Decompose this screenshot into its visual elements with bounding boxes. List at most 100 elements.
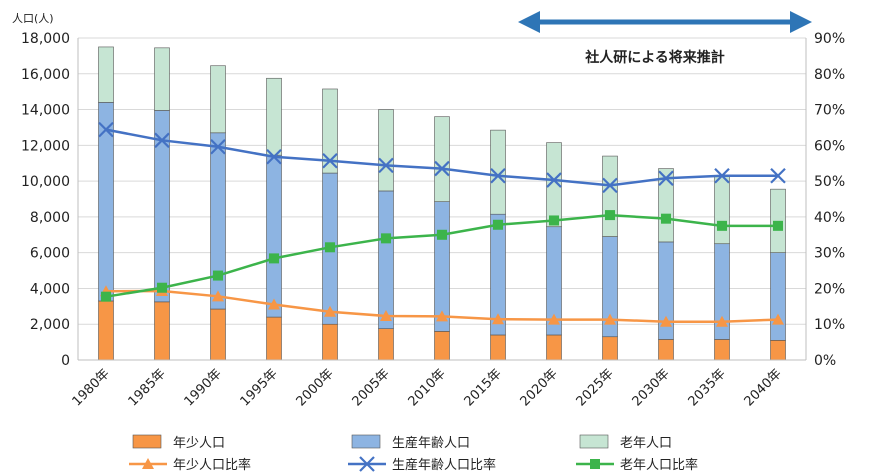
- y-tick-label: 0: [61, 353, 70, 369]
- line-point: [549, 215, 559, 226]
- line-point: [772, 313, 784, 325]
- legend-label: 年少人口比率: [173, 457, 251, 473]
- bar-segment: [770, 340, 786, 361]
- legend-label: 老年人口比率: [620, 457, 698, 473]
- projection-label: 社人研による将来推計: [584, 49, 725, 66]
- y-tick-label: 18,000: [21, 31, 70, 47]
- bar-segment: [602, 155, 618, 237]
- line-point-stroke: [770, 167, 786, 184]
- line-point: [157, 282, 167, 293]
- bar-segment: [490, 129, 506, 215]
- line-point: [268, 298, 280, 310]
- bar-segment: [546, 142, 562, 228]
- x-tick-label: 2025年: [574, 366, 617, 409]
- line-point: [717, 220, 727, 231]
- legend-label: 生産年齢人口: [392, 435, 470, 451]
- y-axis-unit: 人口(人): [12, 12, 54, 25]
- line-point: [658, 170, 674, 187]
- bar-segment: [546, 334, 562, 361]
- line-point: [98, 121, 114, 138]
- line-point: [322, 152, 338, 169]
- line-point: [490, 167, 506, 184]
- x-tick-label: 2040年: [742, 366, 785, 409]
- line-point-stroke: [210, 138, 226, 155]
- bar-segment: [378, 109, 394, 192]
- x-tick-label: 1990年: [182, 366, 225, 409]
- bar-segment: [378, 190, 394, 329]
- bar-segment: [434, 116, 450, 202]
- line-point: [378, 157, 394, 174]
- line-point-stroke: [546, 172, 562, 188]
- legend-label: 年少人口: [173, 436, 225, 451]
- legend-label: 生産年齢人口比率: [392, 457, 496, 473]
- bar-segment: [378, 328, 394, 361]
- y2-tick-label: 30%: [814, 246, 845, 262]
- line-point: [210, 138, 226, 155]
- line-point-stroke: [378, 157, 394, 174]
- line-point-stroke: [266, 149, 282, 165]
- x-tick-label: 2010年: [406, 366, 449, 409]
- line-point-stroke: [490, 167, 506, 184]
- x-tick-label: 2020年: [518, 366, 561, 409]
- y-tick-label: 8,000: [30, 210, 70, 226]
- bar-segment: [210, 308, 226, 361]
- line-point: [773, 220, 783, 231]
- line-point: [493, 219, 503, 230]
- bar-segment: [98, 102, 114, 302]
- y2-tick-label: 0%: [814, 353, 836, 369]
- y2-tick-label: 50%: [814, 174, 845, 190]
- y-tick-label: 14,000: [21, 103, 70, 119]
- line-point: [605, 210, 615, 221]
- line-point: [380, 309, 392, 321]
- line-point: [359, 456, 375, 472]
- line-point: [770, 167, 786, 184]
- x-tick-label: 1985年: [126, 366, 169, 409]
- x-tick-label: 2005年: [350, 366, 393, 409]
- line-point: [604, 313, 616, 325]
- x-tick-label: 1995年: [238, 366, 281, 409]
- projection-arrow-head-left: [518, 11, 540, 33]
- bar-segment: [210, 132, 226, 310]
- line-point-stroke: [322, 152, 338, 169]
- bar-segment: [658, 339, 674, 361]
- line-point: [213, 270, 223, 281]
- y2-tick-label: 80%: [814, 67, 845, 83]
- line-point: [154, 132, 170, 149]
- y-tick-label: 4,000: [30, 281, 70, 297]
- line-point: [661, 213, 671, 224]
- line-point: [714, 167, 730, 184]
- line-point: [590, 459, 600, 469]
- line-point: [269, 253, 279, 264]
- bar-segment: [490, 334, 506, 361]
- line-point: [212, 290, 224, 302]
- y-tick-label: 10,000: [21, 174, 70, 190]
- line-point-stroke: [98, 121, 114, 138]
- line-point-stroke: [602, 177, 618, 194]
- bar-segment: [154, 47, 170, 111]
- bar-segment: [602, 336, 618, 361]
- y-tick-label: 2,000: [30, 317, 70, 333]
- bar-segment: [98, 300, 114, 361]
- bar-segment: [98, 46, 114, 103]
- line-point: [381, 233, 391, 244]
- legend-label: 老年人口: [620, 436, 672, 451]
- bar-segment: [322, 88, 338, 174]
- bar-segment: [210, 65, 226, 134]
- y2-tick-label: 60%: [814, 138, 845, 154]
- line-point: [101, 291, 111, 302]
- legend-swatch: [132, 434, 162, 449]
- line-point-stroke: [154, 132, 170, 149]
- bar-segment: [266, 154, 282, 318]
- line-point: [266, 149, 282, 165]
- line-point: [324, 305, 336, 317]
- line-point-stroke: [434, 160, 450, 177]
- bar-segment: [434, 331, 450, 361]
- x-tick-label: 2015年: [462, 366, 505, 409]
- x-tick-label: 2035年: [686, 366, 729, 409]
- legend-swatch: [579, 434, 609, 449]
- line-point-stroke: [714, 167, 730, 184]
- line-point: [142, 458, 154, 469]
- bar-segment: [714, 339, 730, 361]
